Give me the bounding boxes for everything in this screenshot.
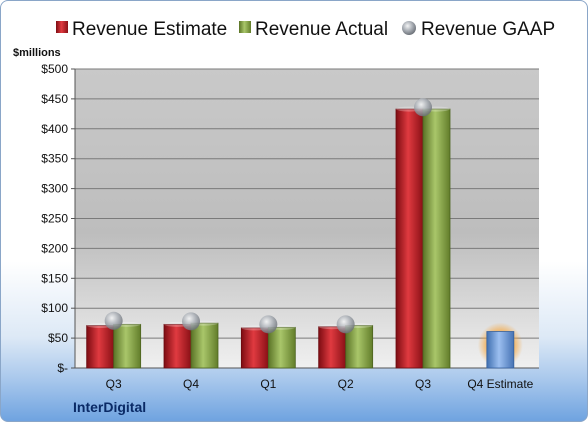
y-tick-label: $250 <box>41 212 68 226</box>
bar-revenue-estimate <box>318 326 347 369</box>
y-tick-label: $100 <box>41 301 68 315</box>
bar-revenue-actual <box>345 325 374 369</box>
gaap-marker <box>104 311 123 330</box>
y-tick-label: $200 <box>41 241 68 255</box>
gaap-marker <box>259 315 278 334</box>
y-tick-label: $400 <box>41 122 68 136</box>
x-tick-label: Q3 <box>415 377 431 391</box>
y-tick-label: $150 <box>41 271 68 285</box>
y-tick-label: $450 <box>41 92 68 106</box>
y-axis-unit-label: $millions <box>13 47 61 59</box>
x-tick-label: Q3 <box>106 377 122 391</box>
x-tick-label: Q1 <box>260 377 276 391</box>
x-axis-ticks: Q3 Q4 Q1 Q2 Q3 Q4 Estimate <box>106 377 534 391</box>
legend-swatch-revenue-estimate <box>56 21 68 33</box>
y-tick-label: $300 <box>41 182 68 196</box>
legend-swatch-revenue-actual <box>239 21 251 33</box>
x-tick-label: Q4 Estimate <box>467 377 533 391</box>
bar-revenue-estimate <box>86 325 115 369</box>
gaap-markers <box>104 98 432 334</box>
bar-revenue-actual <box>113 323 142 369</box>
bar-revenue-estimate <box>163 323 192 369</box>
y-tick-label: $- <box>57 361 68 375</box>
legend: Revenue Estimate Revenue Actual Revenue … <box>56 19 555 40</box>
bar-revenue-estimate <box>240 327 269 369</box>
legend-swatch-revenue-gaap <box>402 21 416 35</box>
legend-label-revenue-estimate: Revenue Estimate <box>72 19 227 40</box>
x-tick-label: Q2 <box>338 377 354 391</box>
y-tick-label: $50 <box>48 331 68 345</box>
company-name: InterDigital <box>73 399 146 415</box>
x-tick-label: Q4 <box>183 377 199 391</box>
y-tick-label: $350 <box>41 152 68 166</box>
bar-q4-estimate <box>486 331 515 369</box>
gaap-marker <box>414 98 432 117</box>
bars <box>86 106 523 369</box>
gridlines <box>75 68 539 369</box>
gaap-marker <box>336 315 355 334</box>
bar-revenue-actual <box>190 322 219 369</box>
legend-label-revenue-gaap: Revenue GAAP <box>421 19 555 40</box>
legend-label-revenue-actual: Revenue Actual <box>255 19 388 40</box>
y-axis-ticks: $- $50 $100 $150 $200 $250 $300 $350 $400 $450 $50… <box>41 62 539 375</box>
gaap-marker <box>182 312 200 331</box>
bar-revenue-estimate <box>395 108 424 369</box>
bar-revenue-actual <box>422 108 451 369</box>
bar-revenue-actual <box>267 326 296 369</box>
y-tick-label: $500 <box>41 62 68 76</box>
